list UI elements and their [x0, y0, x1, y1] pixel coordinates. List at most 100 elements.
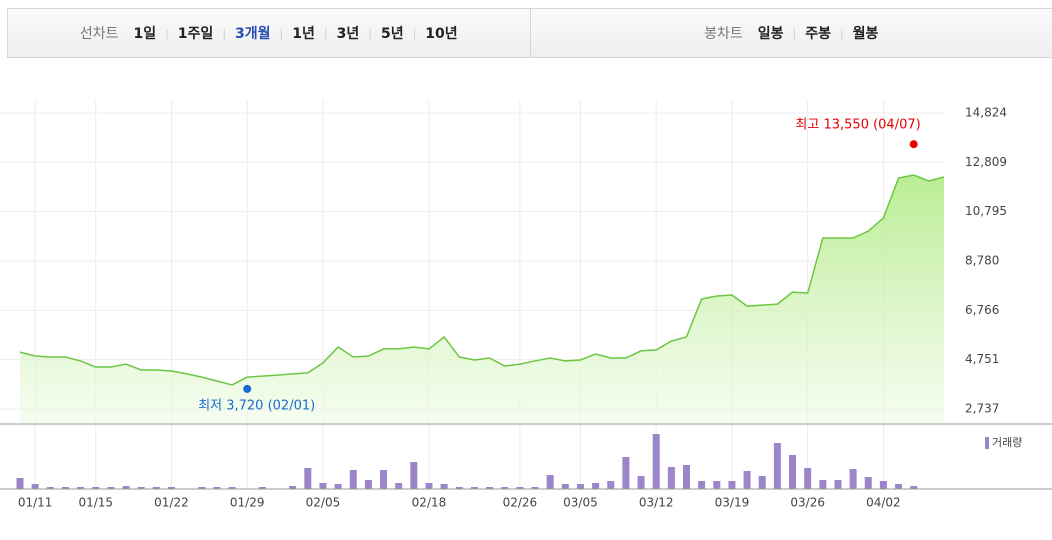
- separator: |: [368, 26, 372, 40]
- separator: |: [839, 26, 844, 40]
- volume-bar: [410, 462, 418, 489]
- volume-bar: [864, 477, 872, 489]
- volume-bar: [198, 487, 206, 489]
- volume-bar: [546, 475, 554, 489]
- line-tabs: 선차트 1일 | 1주일 | 3개월 | 1년 | 3년 | 5년 | 10년: [8, 9, 530, 57]
- y-tick-label: 2,737: [965, 402, 999, 416]
- volume-bar: [228, 487, 236, 489]
- x-tick-label: 03/19: [715, 496, 750, 510]
- separator: |: [412, 26, 417, 40]
- volume-bar: [592, 483, 600, 489]
- separator: |: [279, 26, 284, 40]
- volume-bar: [698, 481, 706, 489]
- volume-bar: [92, 487, 100, 489]
- volume-bar: [425, 483, 433, 489]
- period-tab[interactable]: 3년: [336, 26, 360, 42]
- y-tick-label: 10,795: [965, 204, 1007, 218]
- volume-bar: [470, 487, 478, 489]
- volume-bar: [61, 487, 69, 489]
- volume-bar: [258, 487, 266, 489]
- volume-bar: [107, 487, 115, 489]
- volume-bar: [607, 481, 615, 489]
- x-tick-label: 03/12: [639, 496, 674, 510]
- volume-bar: [713, 481, 721, 489]
- volume-bar: [213, 487, 221, 489]
- area: [20, 175, 944, 423]
- period-tab[interactable]: 3개월: [235, 26, 271, 42]
- volume-bar: [531, 487, 539, 489]
- volume-bar: [561, 484, 569, 489]
- volume-bar: [31, 484, 39, 489]
- period-tab[interactable]: 1년: [292, 26, 315, 42]
- volume-bar: [895, 484, 903, 489]
- tab-bar: 선차트 1일 | 1주일 | 3개월 | 1년 | 3년 | 5년 | 10년 봉차트 일봉 | 주봉 | 월봉: [7, 8, 1052, 58]
- candle-tab[interactable]: 월봉: [852, 26, 879, 42]
- volume-bar: [319, 483, 327, 489]
- volume-bar: [743, 471, 751, 489]
- legend-swatch: [985, 437, 989, 449]
- volume-bar: [910, 486, 918, 489]
- volume-bar: [77, 487, 85, 489]
- volume-bar: [16, 478, 24, 489]
- x-tick-label: 01/11: [18, 496, 53, 510]
- volume-bar: [789, 455, 797, 489]
- price-line: [19, 174, 945, 386]
- volume-bar: [516, 487, 524, 489]
- period-tab[interactable]: 1주일: [177, 26, 214, 42]
- volume-bar: [622, 457, 630, 489]
- y-tick-label: 14,824: [965, 106, 1007, 120]
- volume-bar: [455, 487, 463, 489]
- x-tick-label: 01/22: [154, 496, 189, 510]
- extreme-label: 최저 3,720 (02/01): [198, 398, 315, 413]
- volume-bar: [167, 487, 175, 489]
- volume-bar: [304, 468, 312, 489]
- extreme-label: 최고 13,550 (04/07): [795, 118, 920, 133]
- volume-bar: [834, 480, 842, 489]
- x-tick-label: 04/02: [866, 496, 901, 510]
- x-tick-label: 03/05: [563, 496, 598, 510]
- y-tick-label: 6,766: [965, 303, 999, 317]
- tab-label: 봉차트: [704, 26, 743, 42]
- period-tab[interactable]: 1일: [133, 26, 157, 42]
- period-tab[interactable]: 5년: [380, 26, 404, 42]
- tab-label: 선차트: [79, 26, 119, 42]
- period-tab[interactable]: 10년: [425, 26, 458, 42]
- volume-bar: [804, 468, 812, 489]
- volume-bar: [667, 467, 675, 489]
- x-tick-label: 01/29: [230, 496, 265, 510]
- volume-bar: [637, 476, 645, 489]
- volume-bar: [728, 481, 736, 489]
- volume-bar: [819, 480, 827, 489]
- separator: |: [165, 26, 169, 40]
- extreme-dot: [909, 140, 918, 149]
- candle-tab[interactable]: 주봉: [805, 26, 831, 42]
- x-tick-label: 02/26: [503, 496, 538, 510]
- volume-bar: [501, 487, 509, 489]
- volume-bar: [773, 443, 781, 489]
- volume-bar: [758, 476, 766, 489]
- volume-bar: [652, 434, 660, 489]
- y-tick-label: 4,751: [965, 352, 999, 366]
- volume-bar: [122, 486, 130, 489]
- volume-bar: [682, 465, 690, 489]
- y-tick-label: 8,780: [965, 254, 999, 268]
- volume-bar: [152, 487, 160, 489]
- volume-bar: [440, 484, 448, 489]
- x-tick-label: 03/26: [790, 496, 825, 510]
- volume-bar: [849, 469, 857, 489]
- candle-tab[interactable]: 일봉: [757, 26, 784, 42]
- x-tick-label: 02/05: [306, 496, 341, 510]
- x-tick-label: 02/18: [412, 496, 447, 510]
- separator: |: [323, 26, 328, 40]
- volume-bar: [879, 481, 887, 489]
- volume-bar: [289, 486, 297, 489]
- volume-bar: [46, 487, 54, 489]
- volume-bar: [349, 470, 357, 489]
- volume-bar: [137, 487, 145, 489]
- y-tick-label: 12,809: [965, 155, 1007, 169]
- volume-bar: [380, 470, 388, 489]
- candle-tabs: 봉차트 일봉 | 주봉 | 월봉: [529, 9, 1052, 57]
- volume-bar: [576, 484, 584, 489]
- volume-bar: [486, 487, 494, 489]
- volume-bar: [334, 484, 342, 489]
